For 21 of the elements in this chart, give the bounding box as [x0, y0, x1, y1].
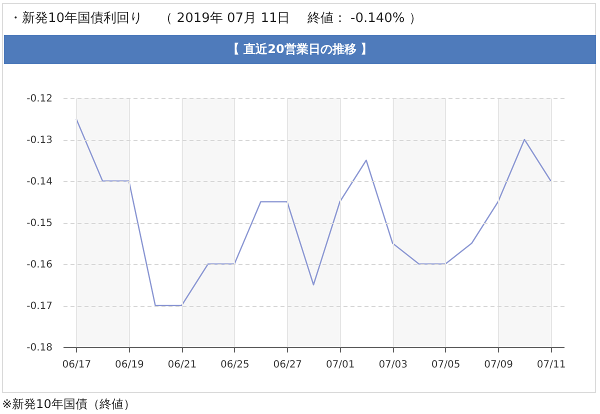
y-tick-label: -0.13 — [26, 135, 52, 146]
x-tick-label: 07/09 — [484, 360, 513, 370]
x-tick-label: 06/21 — [168, 360, 197, 370]
chart-subtitle: 【 直近20営業日の推移 】 — [4, 35, 596, 64]
y-tick-label: -0.16 — [26, 260, 52, 270]
y-tick-label: -0.12 — [26, 94, 52, 104]
line-series — [76, 118, 552, 306]
chart-title: ・新発10年国債利回り （ 2019年 07月 11日 終値： -0.140% ） — [9, 10, 422, 27]
y-tick-label: -0.14 — [26, 176, 52, 188]
x-tick-label: 07/11 — [536, 360, 566, 370]
y-tick-label: -0.15 — [26, 218, 52, 229]
x-tick-label: 06/19 — [115, 360, 144, 370]
x-tick-label: 06/27 — [273, 360, 302, 370]
x-tick-label: 07/01 — [326, 360, 355, 370]
x-tick-label: 07/03 — [378, 360, 408, 370]
y-tick-label: -0.18 — [26, 342, 52, 354]
y-tick-label: -0.17 — [26, 301, 52, 312]
text: ※新発10年国債（終値） — [2, 396, 136, 413]
x-tick-label: 07/05 — [431, 360, 460, 370]
x-tick-label: 06/17 — [62, 360, 92, 370]
x-tick-label: 06/25 — [220, 360, 250, 370]
